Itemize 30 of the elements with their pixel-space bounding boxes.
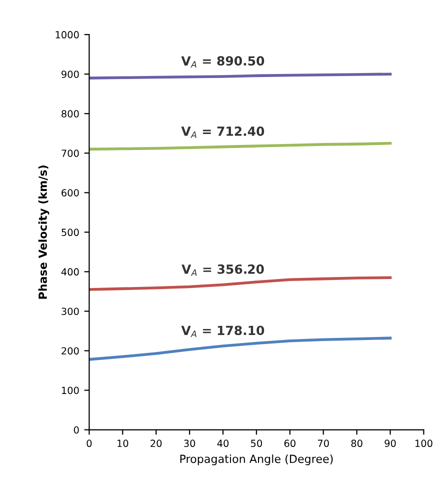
y-tick-label: 700 [62, 150, 79, 157]
y-tick-label: 900 [62, 70, 79, 78]
y-tick-label: 0 [74, 426, 79, 434]
series-label: V$_{A}$ = 890.50 [181, 56, 264, 68]
x-tick-label: 100 [415, 440, 432, 448]
y-tick-label: 600 [62, 189, 79, 196]
x-tick-label: 70 [318, 440, 329, 448]
x-axis-title: Propagation Angle (Degree) [180, 454, 333, 466]
series-label: V$_{A}$ = 178.10 [181, 326, 264, 338]
line-series [89, 336, 392, 361]
y-tick-label: 500 [62, 228, 79, 236]
x-tick-label: 60 [284, 440, 296, 448]
line-series [89, 276, 392, 291]
series-label: V$_{A}$ = 356.20 [182, 264, 264, 276]
x-tick-label: 30 [184, 440, 196, 448]
y-axis-title: Phase Velocity (km/s) [38, 166, 50, 299]
x-tick-label: 20 [150, 440, 162, 448]
x-tick-label: 90 [384, 440, 396, 448]
series-label: V$_{A}$ = 712.40 [181, 126, 264, 138]
x-tick-label: 40 [217, 440, 229, 448]
x-tick-label: 50 [251, 440, 262, 448]
y-tick-label: 800 [62, 110, 79, 118]
y-tick-label: 200 [62, 347, 79, 355]
y-tick-label: 400 [61, 268, 79, 276]
y-tick-label: 300 [62, 308, 79, 316]
x-tick-label: 10 [118, 440, 128, 448]
x-tick-label: 80 [351, 440, 362, 448]
y-tick-label: 100 [62, 386, 79, 394]
y-tick-label: 1000 [56, 31, 79, 38]
x-tick-label: 0 [86, 440, 92, 448]
